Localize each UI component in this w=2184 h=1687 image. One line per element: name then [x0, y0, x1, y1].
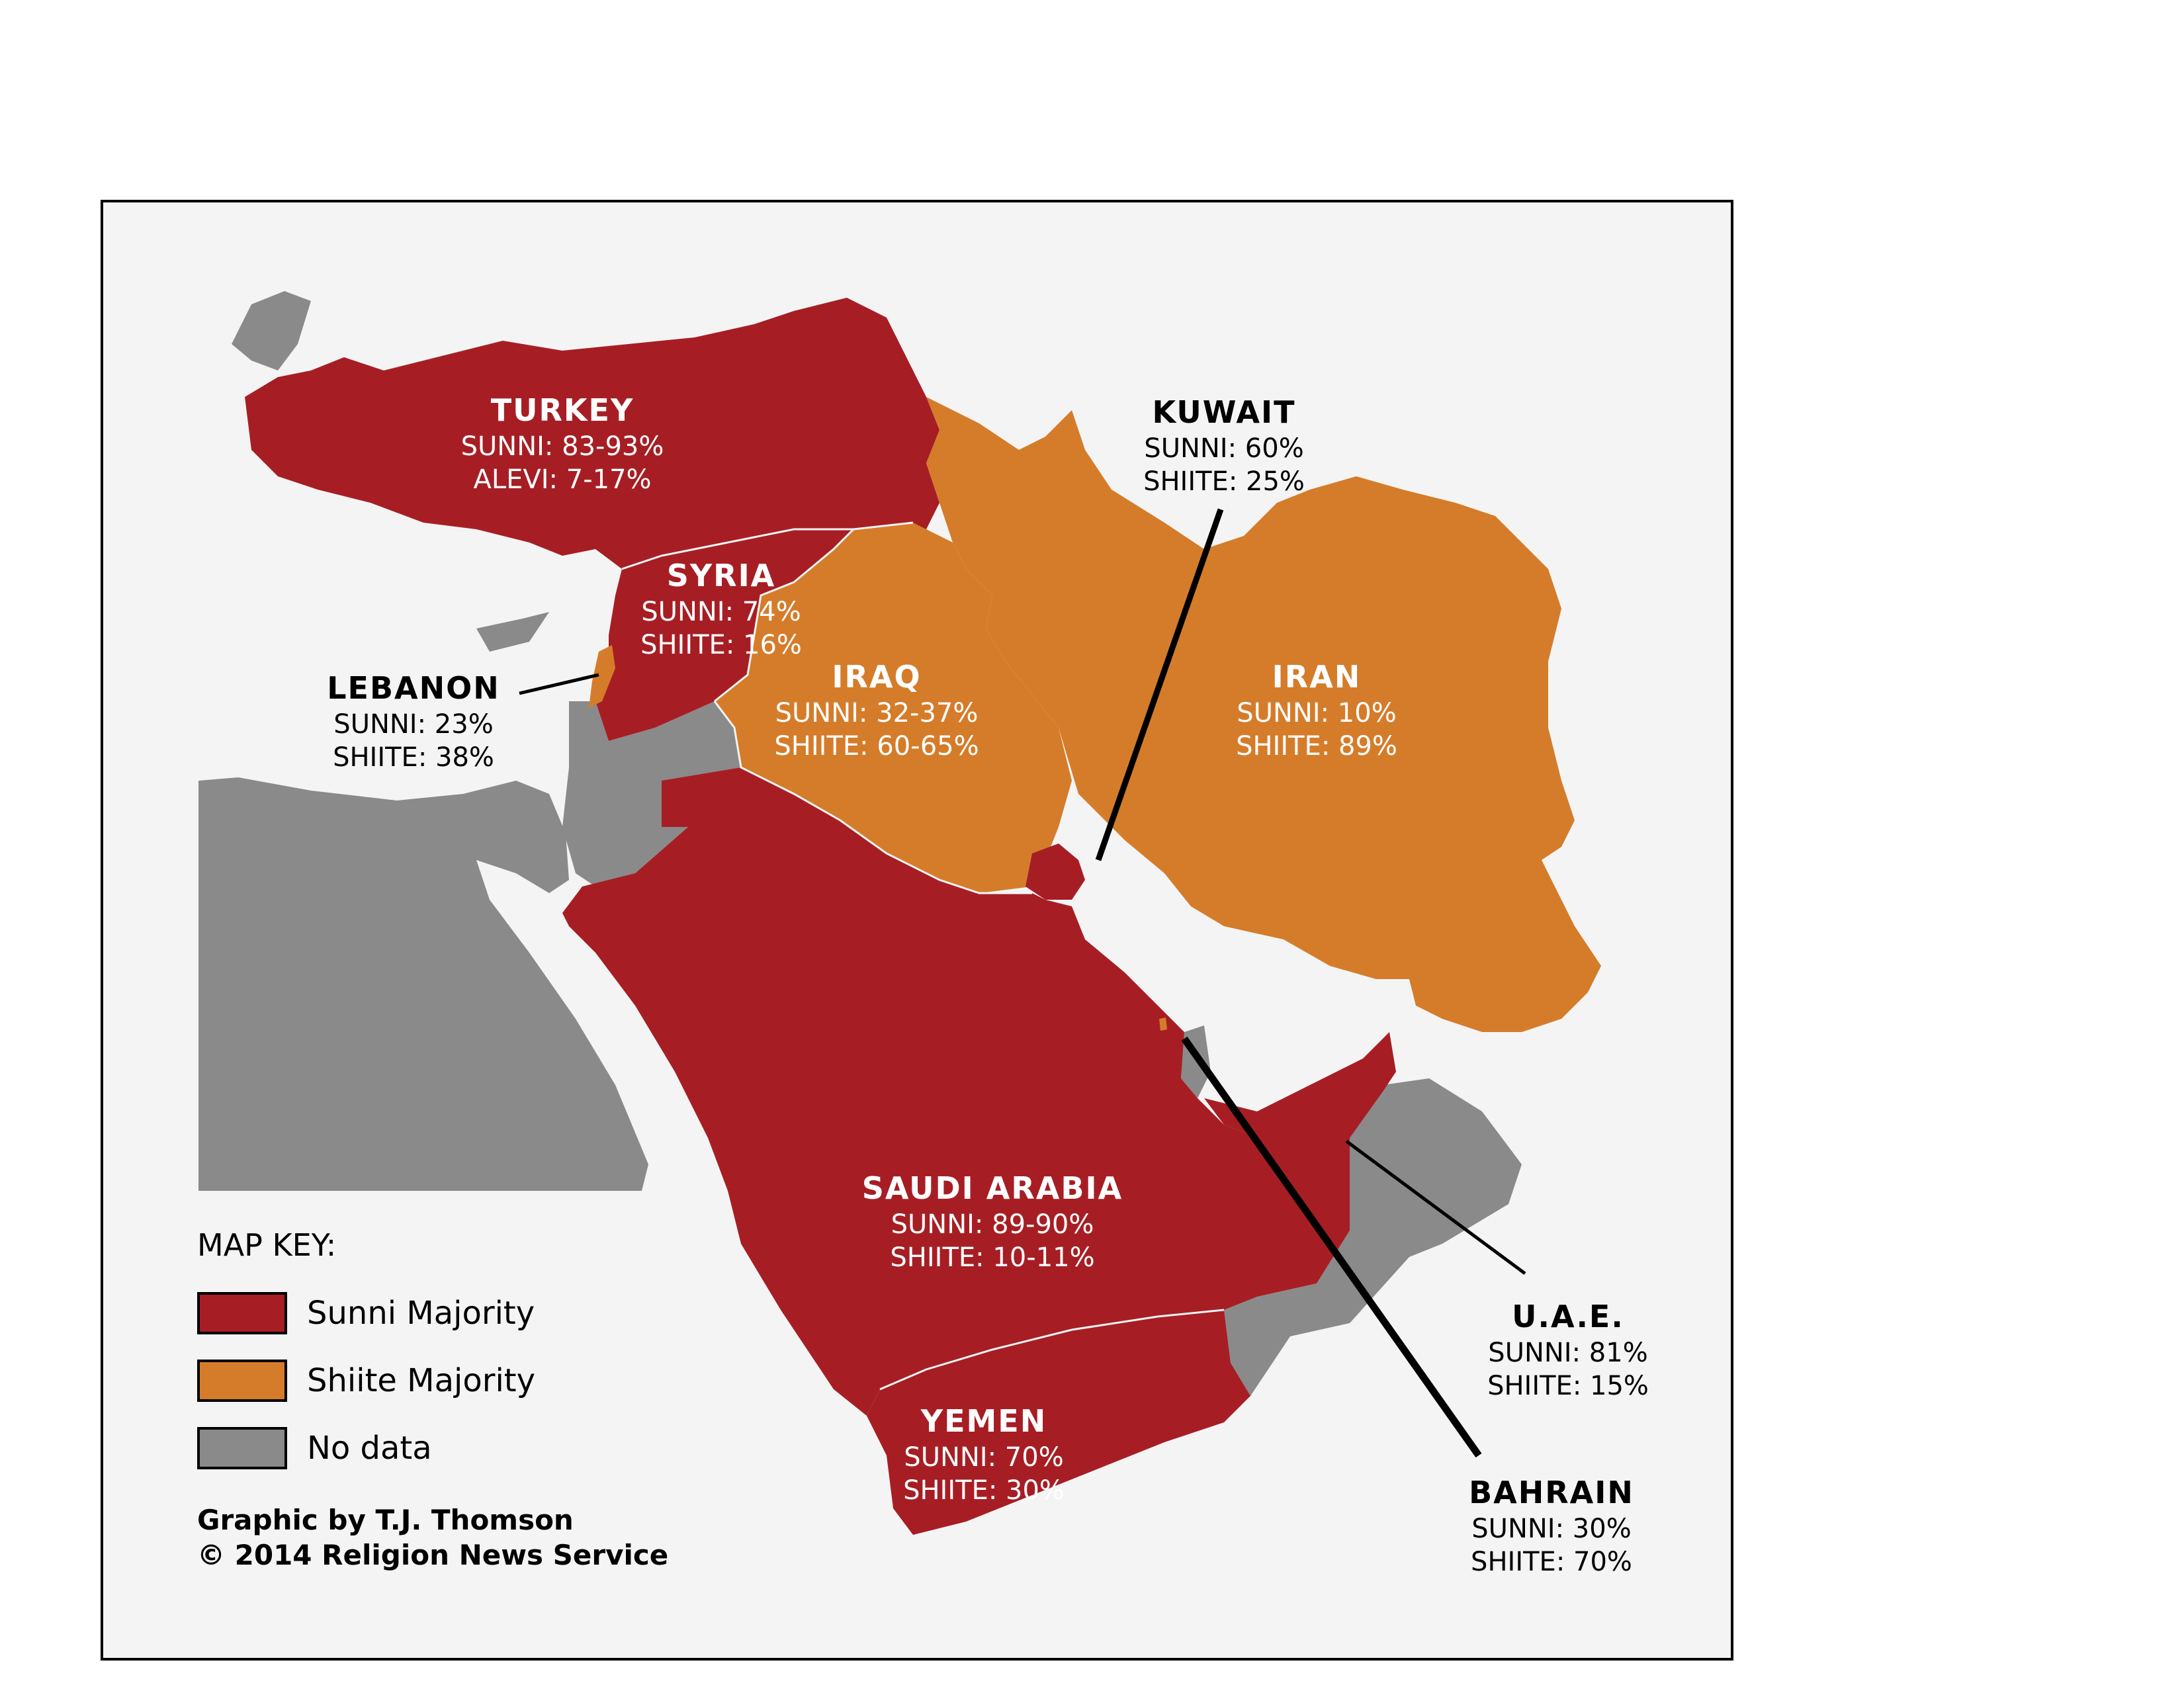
borders — [621, 521, 1225, 1391]
label-bahrain-line2: SHIITE: 70% — [1471, 1546, 1632, 1577]
key-swatch-nodata — [197, 1427, 287, 1469]
label-kuwait-line2: SHIITE: 25% — [1143, 466, 1305, 497]
label-saudi-name: SAUDI ARABIA — [861, 1170, 1123, 1206]
key-label-shiite: Shiite Majority — [307, 1362, 535, 1399]
label-yemen-name: YEMEN — [920, 1403, 1047, 1439]
label-turkey: TURKEY SUNNI: 83-93% ALEVI: 7-17% — [461, 392, 664, 496]
label-saudi-line2: SHIITE: 10-11% — [890, 1242, 1095, 1273]
label-uae-line2: SHIITE: 15% — [1487, 1370, 1649, 1401]
label-lebanon-line1: SUNNI: 23% — [333, 709, 494, 740]
region-yemen — [867, 1310, 1250, 1535]
credit-line2: © 2014 Religion News Service — [197, 1538, 669, 1571]
key-label-nodata: No data — [307, 1430, 432, 1467]
leader-kuwait — [1095, 508, 1224, 861]
key-item-sunni: Sunni Majority — [197, 1289, 535, 1337]
region-bahrain — [1159, 1017, 1167, 1031]
key-swatch-shiite — [197, 1360, 287, 1402]
label-kuwait-name: KUWAIT — [1152, 394, 1296, 430]
map-key-title: MAP KEY: — [197, 1227, 337, 1263]
label-kuwait-line1: SUNNI: 60% — [1144, 433, 1304, 464]
label-syria: SYRIA SUNNI: 74% SHIITE: 16% — [640, 557, 802, 662]
label-saudi-arabia: SAUDI ARABIA SUNNI: 89-90% SHIITE: 10-11… — [862, 1170, 1123, 1274]
label-yemen-line1: SUNNI: 70% — [904, 1442, 1064, 1473]
label-iran-line1: SUNNI: 10% — [1237, 697, 1397, 728]
leader-uae — [1345, 1139, 1526, 1276]
leader-bahrain — [1181, 1036, 1482, 1458]
label-turkey-name: TURKEY — [490, 392, 634, 428]
key-label-sunni: Sunni Majority — [307, 1295, 535, 1332]
region-uae — [1204, 1032, 1396, 1151]
region-lebanon — [589, 645, 615, 708]
region-kuwait — [1026, 844, 1085, 900]
label-syria-line1: SUNNI: 74% — [641, 596, 801, 627]
label-lebanon-name: LEBANON — [327, 670, 500, 706]
label-iraq-name: IRAQ — [832, 659, 922, 695]
label-bahrain-line1: SUNNI: 30% — [1471, 1513, 1632, 1544]
region-iraq — [715, 523, 1072, 893]
region-turkey — [245, 298, 939, 569]
region-cyprus — [476, 612, 549, 652]
label-yemen-line2: SHIITE: 30% — [903, 1475, 1065, 1506]
credit-line1: Graphic by T.J. Thomson — [197, 1504, 574, 1536]
label-kuwait: KUWAIT SUNNI: 60% SHIITE: 25% — [1143, 394, 1305, 498]
region-syria — [595, 529, 853, 741]
label-saudi-line1: SUNNI: 89-90% — [891, 1209, 1094, 1240]
label-syria-line2: SHIITE: 16% — [640, 629, 802, 660]
map-key: MAP KEY: Sunni Majority Shiite Majority … — [197, 1227, 535, 1492]
label-iraq: IRAQ SUNNI: 32-37% SHIITE: 60-65% — [774, 658, 979, 763]
region-egypt — [198, 777, 648, 1191]
credit: Graphic by T.J. Thomson © 2014 Religion … — [197, 1503, 668, 1573]
key-item-nodata: No data — [197, 1424, 535, 1472]
label-syria-name: SYRIA — [666, 558, 776, 593]
label-iraq-line2: SHIITE: 60-65% — [774, 730, 979, 761]
label-turkey-line2: ALEVI: 7-17% — [473, 464, 652, 495]
label-bahrain: BAHRAIN SUNNI: 30% SHIITE: 70% — [1469, 1474, 1634, 1579]
region-levant-nodata — [562, 701, 741, 887]
label-bahrain-name: BAHRAIN — [1469, 1475, 1634, 1510]
label-yemen: YEMEN SUNNI: 70% SHIITE: 30% — [903, 1403, 1065, 1507]
label-lebanon: LEBANON SUNNI: 23% SHIITE: 38% — [327, 670, 500, 774]
label-iran-line2: SHIITE: 89% — [1236, 730, 1397, 761]
leader-lines — [519, 508, 1526, 1458]
label-uae-name: U.A.E. — [1512, 1299, 1624, 1334]
key-swatch-sunni — [197, 1292, 287, 1334]
region-saudi-arabia — [562, 767, 1350, 1416]
label-uae-line1: SUNNI: 81% — [1488, 1337, 1648, 1368]
region-iran — [926, 397, 1601, 1032]
label-turkey-line1: SUNNI: 83-93% — [460, 431, 664, 462]
label-uae: U.A.E. SUNNI: 81% SHIITE: 15% — [1487, 1298, 1649, 1403]
region-oman — [1224, 1078, 1522, 1396]
label-iran: IRAN SUNNI: 10% SHIITE: 89% — [1236, 658, 1397, 763]
label-lebanon-line2: SHIITE: 38% — [333, 742, 494, 773]
region-greece — [232, 291, 311, 370]
leader-lebanon — [519, 673, 599, 695]
key-item-shiite: Shiite Majority — [197, 1357, 535, 1405]
label-iraq-line1: SUNNI: 32-37% — [775, 697, 979, 728]
label-iran-name: IRAN — [1272, 659, 1362, 695]
